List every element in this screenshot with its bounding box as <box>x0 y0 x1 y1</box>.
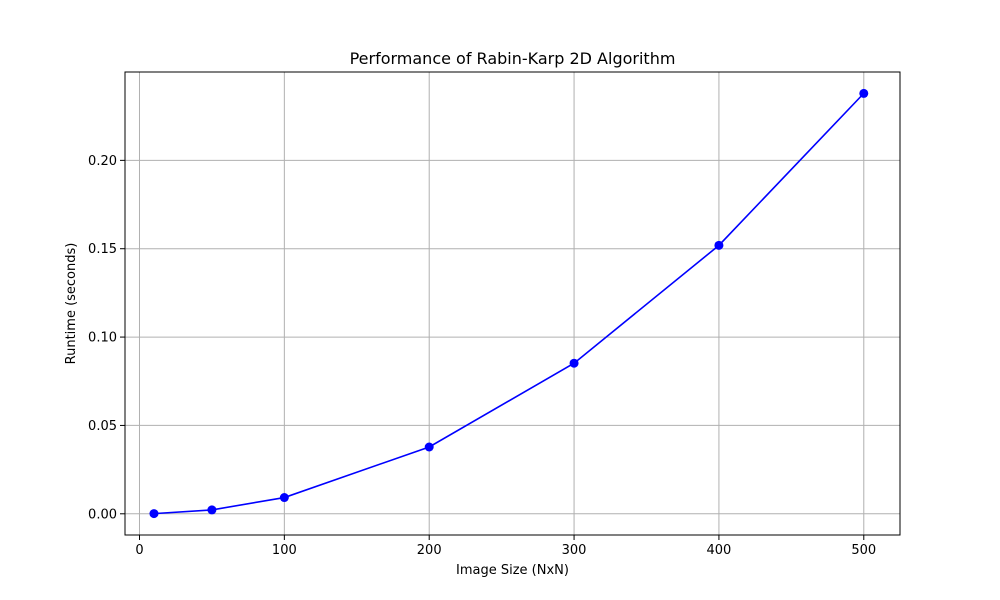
y-tick-label: 0.15 <box>88 242 117 257</box>
data-point <box>207 505 217 515</box>
x-tick-label: 300 <box>562 543 587 558</box>
ticks: 0 100 200 300 400 500 0.00 0.05 0.10 0.15 0.20 <box>88 154 876 558</box>
plot-area-frame <box>124 71 901 536</box>
x-tick-label: 0 <box>135 543 143 558</box>
data-point <box>569 358 579 368</box>
y-axis-label: Runtime (seconds) <box>64 243 79 365</box>
x-tick-label: 200 <box>417 543 442 558</box>
x-axis-label: Image Size (NxN) <box>456 563 569 578</box>
x-tick-label: 500 <box>851 543 876 558</box>
chart-title: Performance of Rabin-Karp 2D Algorithm <box>350 49 676 68</box>
data-point <box>424 442 434 452</box>
data-point <box>149 509 159 519</box>
data-point <box>279 493 289 503</box>
x-tick-label: 100 <box>272 543 297 558</box>
y-tick-label: 0.20 <box>88 154 117 169</box>
x-tick-label: 400 <box>707 543 732 558</box>
y-tick-label: 0.05 <box>88 419 117 434</box>
y-tick-label: 0.10 <box>88 331 117 346</box>
series-layer <box>149 88 869 519</box>
grid-lines <box>125 72 900 535</box>
y-tick-label: 0.00 <box>88 507 117 522</box>
data-point <box>859 88 869 98</box>
data-point <box>714 240 724 250</box>
